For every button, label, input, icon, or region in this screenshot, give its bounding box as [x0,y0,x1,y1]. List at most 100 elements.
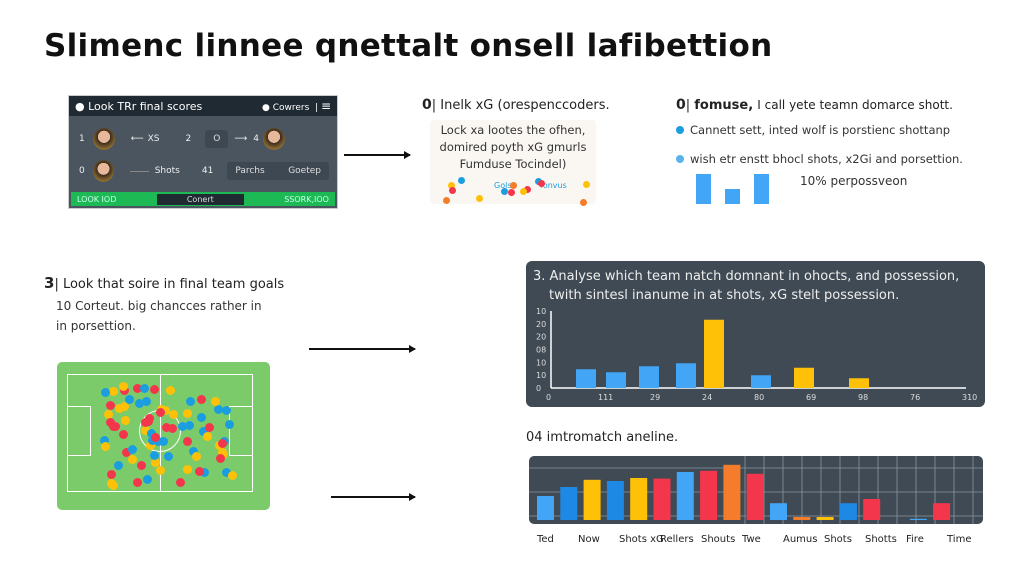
player-dot [141,397,151,407]
avatar [263,128,285,150]
score-right: 4 [253,134,259,144]
info-icon: ● [261,103,270,113]
shot-dot [580,199,588,207]
info-icon: ● [75,99,85,113]
player-dot [195,467,205,477]
divider [129,170,149,172]
step3-title: 3| Look that soire in final team goals [44,274,285,292]
shot-dot [442,197,450,205]
player-dot [214,404,224,414]
bar [583,479,601,520]
tab-goetep[interactable]: Goetep [288,166,321,176]
x-category-label: Shouts [701,534,736,545]
score-mid: 2 [185,134,192,144]
bar [676,363,696,388]
score-left: 0 [79,166,85,176]
player-dot [125,395,135,405]
score-left: 1 [79,134,85,144]
player-dot [185,397,195,407]
player-dot [128,455,138,465]
tab-patches[interactable]: Parchs [235,166,265,176]
player-dot [107,470,117,480]
bar [630,478,648,520]
x-category-label: Shots xG [619,534,664,545]
player-dot [105,417,115,427]
x-tick-label: 29 [650,393,660,402]
player-dot [176,478,186,488]
scoreboard-panel: ● Look TRr final scores ● Cowrers | ≡ 1 … [68,95,338,209]
chart-subtitle: twith sintesl inanume in at shots, xG st… [549,288,900,303]
player-dot [183,437,193,447]
bar [794,367,814,388]
bullet-icon [676,126,684,134]
bar [933,503,951,520]
step1-title: 0| Inelk xG (orespenccoders. [422,97,610,113]
bullet-item: Cannett sett, inted wolf is porstienc sh… [676,123,950,137]
shot-dot [500,188,508,196]
bar [751,375,771,388]
scoreboard-right-label[interactable]: Cowrers [272,103,310,113]
mini-bar [696,174,711,204]
bar [560,487,578,520]
legend-famous: fonvus [540,181,567,190]
player-dot [216,454,226,464]
hamburger-icon[interactable]: ≡ [320,99,331,113]
timeline-bar-chart [529,456,983,524]
player-dot [109,386,119,396]
footer-button[interactable]: Conert [156,193,244,205]
player-dot [202,432,212,442]
player-dot [156,465,166,475]
player-dot [134,399,144,409]
shot-dot [509,181,517,189]
y-tick-label: 08 [536,346,546,355]
player-dot [113,461,123,471]
score-box: O [205,130,229,148]
x-tick-label: 24 [702,393,712,402]
row-label: Shots [154,166,180,176]
x-category-label: Ted [537,534,554,545]
bar [746,473,764,520]
bar [700,470,718,520]
player-dot [121,416,131,426]
player-dot [188,446,198,456]
x-tick-label: 80 [754,393,764,402]
player-dot [140,417,150,427]
player-dot [210,396,220,406]
avatar [92,128,115,150]
player-dot [224,420,234,430]
bar [863,499,881,520]
player-dot [217,438,227,448]
y-tick-label: 20 [536,320,546,329]
shot-dot [508,189,516,197]
pill-tabs: Parchs Goetep [227,162,329,180]
bullet-icon [676,155,684,163]
shot-dot [475,194,483,202]
player-dot [144,414,154,424]
shot-dot [519,187,527,195]
player-dot [164,452,174,462]
legend-goals: Gols [494,181,512,190]
player-dot [153,437,163,447]
player-dot [151,457,161,467]
arrow-icon [309,345,416,352]
footer-left: LOOK IOD [77,194,117,204]
player-dot [200,467,210,477]
bar [704,319,724,388]
player-dot [205,423,215,433]
player-dot [169,409,179,419]
shot-dot [448,181,456,189]
score-mid: 41 [201,166,214,176]
player-dot [185,421,195,431]
player-dot [121,447,131,457]
player-dot [183,408,193,418]
timeline-title: 04 imtromatch aneline. [526,430,679,445]
bar [793,517,811,520]
avatar [92,160,114,182]
player-dot [197,395,207,405]
shot-dot [458,177,466,185]
bar [909,518,927,520]
y-tick-label: 10 [536,307,546,316]
x-category-label: Shotts [865,534,897,545]
player-dot [222,405,232,415]
player-dot [99,435,109,445]
